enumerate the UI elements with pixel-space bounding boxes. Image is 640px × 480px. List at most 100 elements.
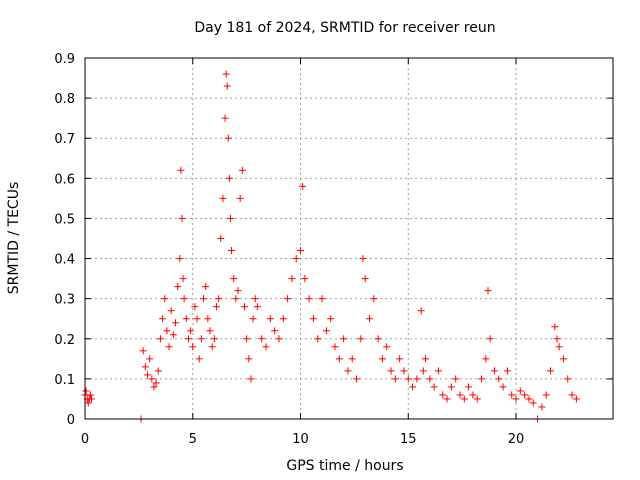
data-point: [478, 375, 486, 383]
y-tick-label: 0.6: [54, 172, 75, 187]
data-point: [232, 295, 240, 303]
data-point: [228, 247, 236, 255]
data-point: [409, 383, 417, 391]
data-point: [419, 367, 427, 375]
ticks-layer: 0 0.1 0.2 0.3 0.4 0.5 0.6 0.7 0.8 0.9 0 5 10 15 20: [54, 52, 613, 447]
data-point: [499, 383, 507, 391]
data-point: [184, 335, 192, 343]
data-point: [378, 355, 386, 363]
data-point: [219, 194, 227, 202]
data-point: [553, 335, 561, 343]
data-point: [266, 315, 274, 323]
data-point: [271, 327, 279, 335]
data-point: [299, 182, 307, 190]
data-point: [240, 303, 248, 311]
data-point: [547, 367, 555, 375]
data-point: [191, 303, 199, 311]
data-point: [82, 387, 90, 395]
data-point: [224, 134, 232, 142]
data-point: [486, 335, 494, 343]
y-tick-label: 0.2: [54, 333, 75, 348]
x-tick-label: 20: [508, 432, 525, 447]
data-point: [331, 343, 339, 351]
y-tick-label: 0: [67, 413, 75, 428]
data-point: [430, 383, 438, 391]
data-point: [139, 347, 147, 355]
data-point: [413, 375, 421, 383]
data-point: [452, 375, 460, 383]
data-point: [417, 307, 425, 315]
data-point: [572, 395, 580, 403]
data-point: [143, 371, 151, 379]
data-point: [555, 343, 563, 351]
data-point: [163, 327, 171, 335]
data-point: [529, 399, 537, 407]
data-point: [253, 303, 261, 311]
data-point: [359, 255, 367, 263]
data-point: [525, 395, 533, 403]
data-point: [559, 355, 567, 363]
data-point: [86, 391, 94, 399]
data-point: [187, 327, 195, 335]
data-point: [180, 295, 188, 303]
data-point: [301, 275, 309, 283]
data-point: [223, 82, 231, 90]
data-point: [396, 355, 404, 363]
plot-frame: [84, 57, 614, 420]
data-point: [284, 295, 292, 303]
data-point: [154, 367, 162, 375]
data-point: [208, 343, 216, 351]
data-point: [275, 335, 283, 343]
data-point: [490, 367, 498, 375]
data-point: [404, 375, 412, 383]
data-point: [568, 391, 576, 399]
data-point: [217, 235, 225, 242]
data-point: [249, 315, 257, 323]
data-point: [176, 255, 184, 263]
data-point: [439, 391, 447, 399]
data-point: [146, 355, 154, 363]
data-point: [225, 174, 233, 182]
data-point: [172, 319, 180, 327]
data-point: [348, 355, 356, 363]
grid-layer: [84, 57, 613, 420]
data-point: [484, 287, 492, 295]
data-point: [161, 295, 169, 303]
data-point: [182, 315, 190, 323]
data-point: [84, 399, 92, 407]
data-point: [262, 343, 270, 351]
data-point: [370, 295, 378, 303]
data-point: [482, 355, 490, 363]
data-point: [234, 287, 242, 295]
data-point: [179, 275, 187, 283]
data-point: [238, 166, 246, 174]
data-point: [422, 355, 430, 363]
data-point: [516, 387, 524, 395]
data-point: [335, 355, 343, 363]
data-point: [150, 383, 158, 391]
data-point: [206, 327, 214, 335]
data-point: [189, 343, 197, 351]
data-point: [159, 315, 167, 323]
data-point: [495, 375, 503, 383]
data-point: [309, 315, 317, 323]
y-tick-label: 0.4: [54, 253, 75, 268]
data-point: [344, 367, 352, 375]
x-tick-label: 5: [189, 432, 197, 447]
data-point: [210, 335, 218, 343]
data-point: [258, 335, 266, 343]
data-point: [322, 327, 330, 335]
data-point: [288, 275, 296, 283]
data-layer: [81, 70, 580, 423]
data-point: [542, 391, 550, 399]
data-point: [87, 395, 95, 403]
data-point: [148, 375, 156, 383]
data-point: [503, 367, 511, 375]
data-point: [374, 335, 382, 343]
data-point: [400, 367, 408, 375]
data-point: [460, 395, 468, 403]
y-tick-label: 0.8: [54, 92, 75, 107]
data-point: [200, 295, 208, 303]
data-point: [141, 363, 149, 371]
